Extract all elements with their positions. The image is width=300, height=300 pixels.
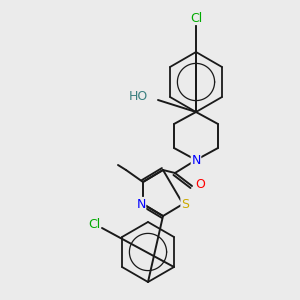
Text: Cl: Cl xyxy=(88,218,100,230)
Text: O: O xyxy=(195,178,205,190)
Text: HO: HO xyxy=(129,91,148,103)
Text: N: N xyxy=(191,154,201,166)
Text: N: N xyxy=(136,197,146,211)
Text: Cl: Cl xyxy=(190,11,202,25)
Text: S: S xyxy=(181,197,189,211)
